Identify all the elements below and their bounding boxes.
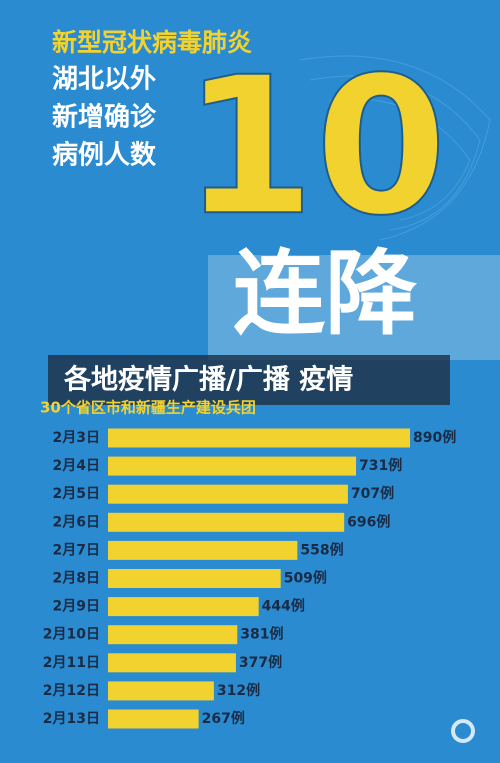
value-label: 267例 bbox=[202, 710, 245, 727]
bar bbox=[108, 540, 298, 560]
bar bbox=[108, 456, 357, 476]
value-label: 731例 bbox=[359, 457, 402, 474]
bar bbox=[108, 569, 281, 588]
value-label: 509例 bbox=[284, 570, 327, 587]
subtitle-line: 病例人数 bbox=[52, 141, 157, 171]
value-label: 377例 bbox=[239, 654, 282, 671]
bar bbox=[108, 484, 348, 504]
value-label: 890例 bbox=[413, 429, 456, 446]
category-label: 2月10日 bbox=[43, 627, 100, 643]
category-label: 2月3日 bbox=[53, 430, 100, 446]
value-label: 381例 bbox=[240, 626, 283, 643]
bar bbox=[108, 653, 236, 673]
banner: 各地疫情广播/广播 疫情 bbox=[63, 364, 353, 396]
bar bbox=[108, 597, 259, 617]
bar bbox=[108, 512, 345, 532]
big-text: 连降 bbox=[233, 240, 417, 347]
value-label: 696例 bbox=[347, 513, 390, 530]
category-label: 2月9日 bbox=[53, 599, 100, 615]
category-label: 2月6日 bbox=[53, 514, 100, 530]
title: 新型冠状病毒肺炎 bbox=[52, 28, 252, 57]
bar bbox=[108, 625, 238, 645]
logo bbox=[451, 719, 475, 743]
chart-subtitle: 30个省区市和新疆生产建设兵团 bbox=[40, 399, 256, 417]
subtitle-line: 湖北以外 bbox=[52, 65, 156, 95]
subtitle-line: 新增确诊 bbox=[52, 102, 157, 133]
category-label: 2月4日 bbox=[53, 458, 100, 474]
decoration bbox=[299, 55, 491, 241]
category-label: 2月7日 bbox=[53, 542, 100, 558]
panel bbox=[208, 255, 500, 360]
big-number: 10 bbox=[183, 36, 447, 257]
bar bbox=[108, 681, 214, 701]
value-label: 444例 bbox=[262, 598, 305, 615]
banner-bg bbox=[48, 355, 450, 405]
category-label: 2月11日 bbox=[43, 655, 100, 671]
value-label: 558例 bbox=[300, 541, 343, 558]
bar bbox=[108, 428, 410, 448]
category-label: 2月13日 bbox=[43, 711, 100, 727]
category-label: 2月5日 bbox=[53, 486, 100, 502]
category-label: 2月8日 bbox=[53, 571, 100, 587]
bar bbox=[108, 709, 199, 729]
value-label: 312例 bbox=[217, 682, 260, 699]
category-label: 2月12日 bbox=[43, 683, 100, 699]
value-label: 707例 bbox=[351, 485, 394, 502]
